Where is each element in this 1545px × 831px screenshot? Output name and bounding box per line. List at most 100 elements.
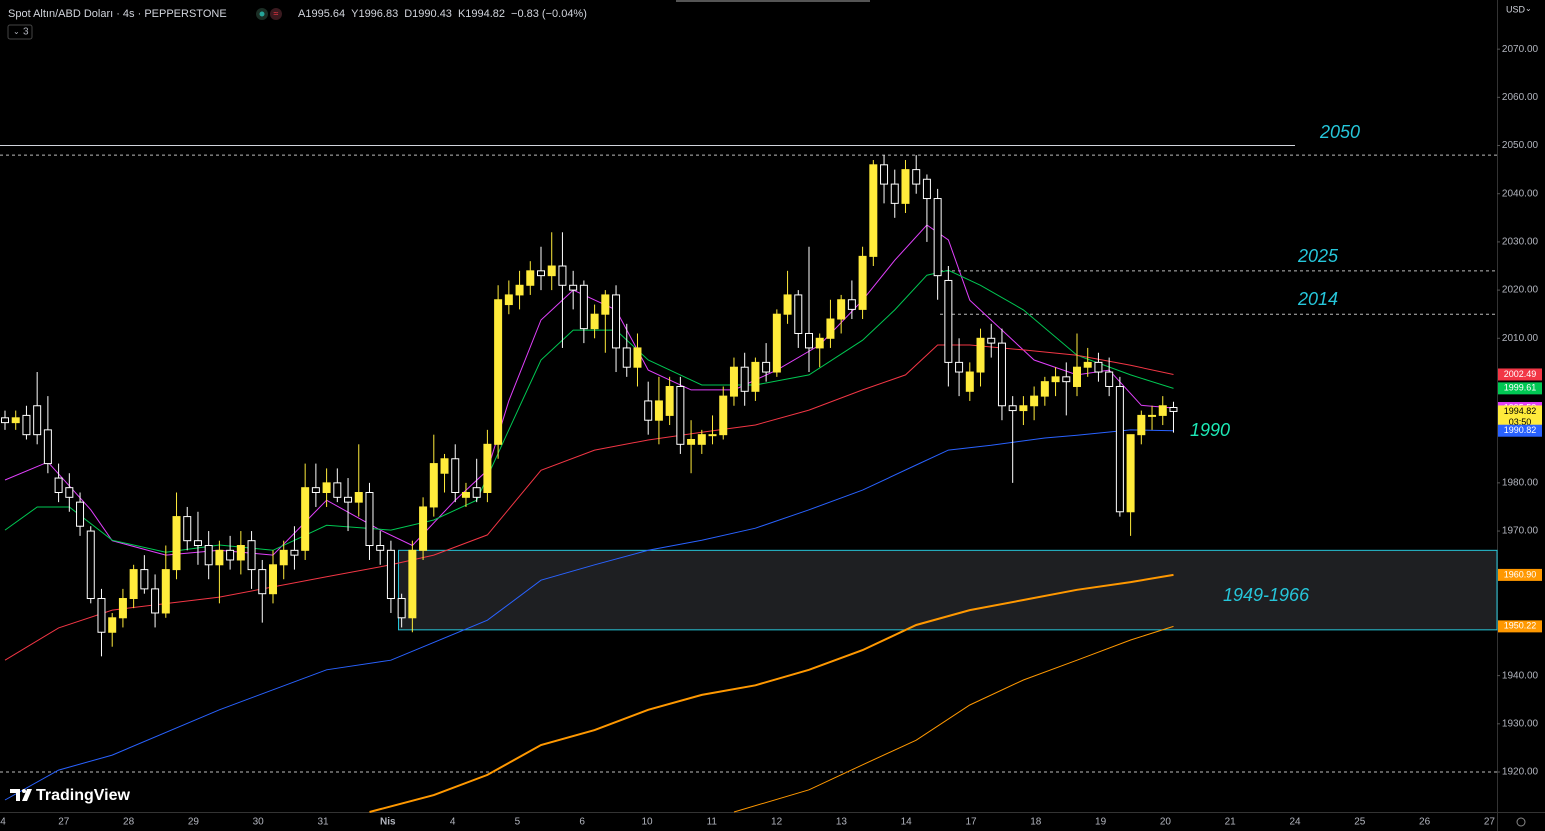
- candle-body: [333, 482, 342, 498]
- candle-body: [826, 318, 835, 339]
- y-tick-label: 2070.00: [1502, 44, 1539, 55]
- candle-body: [912, 169, 921, 185]
- candle-body: [33, 405, 42, 436]
- annotation: 1949-1966: [1223, 585, 1310, 605]
- moving-average: [369, 573, 1174, 813]
- candle-body: [1083, 361, 1092, 368]
- currency[interactable]: USD: [1506, 4, 1526, 14]
- last-value-label: 2002.49: [1504, 369, 1537, 379]
- last-value-badge: [1498, 368, 1542, 381]
- candle-body: [719, 395, 728, 436]
- candle-body: [901, 169, 910, 204]
- candle-body: [344, 496, 353, 503]
- candle-body: [772, 313, 781, 373]
- x-tick-label: 19: [1095, 817, 1107, 828]
- candle-body: [633, 347, 642, 368]
- candle-body: [805, 332, 813, 349]
- candle-body: [494, 299, 503, 445]
- y-tick-label: 2040.00: [1502, 188, 1539, 199]
- status-symbol: ≈: [274, 8, 279, 18]
- x-tick-label: 26: [1419, 817, 1431, 828]
- candle-body: [301, 487, 310, 551]
- annotation: 2014: [1297, 289, 1338, 309]
- y-tick-label: 1980.00: [1502, 478, 1539, 489]
- candle-body: [86, 530, 95, 600]
- status-dot: [259, 11, 265, 17]
- candle-body: [965, 371, 974, 392]
- candle-body: [397, 598, 406, 619]
- y-tick-label: 2020.00: [1502, 285, 1539, 296]
- candle-body: [311, 487, 320, 494]
- candle-body: [547, 265, 556, 277]
- candle-body: [869, 164, 878, 257]
- ohlc-value: Y1996.83: [351, 8, 398, 20]
- candle-body: [1094, 361, 1103, 373]
- x-tick-label: 6: [579, 817, 585, 828]
- candle-body: [665, 385, 674, 416]
- candle-body: [537, 270, 545, 277]
- x-tick-label: 25: [1354, 817, 1366, 828]
- candle-body: [183, 516, 192, 542]
- candle-body: [43, 429, 52, 465]
- x-tick-label: 13: [836, 817, 848, 828]
- y-tick-label: 2050.00: [1502, 140, 1539, 151]
- last-value-label: 1999.61: [1504, 383, 1537, 393]
- logo-icon: [10, 789, 32, 801]
- candle-body: [504, 294, 513, 306]
- candle-body: [1040, 381, 1049, 397]
- candle-body: [236, 545, 245, 561]
- candle-body: [933, 198, 942, 277]
- indicator-toggle[interactable]: [7, 24, 33, 40]
- candle-body: [644, 400, 653, 421]
- logo-text: TradingView: [36, 787, 131, 804]
- candle-body: [108, 617, 117, 633]
- x-tick-label: 17: [965, 817, 977, 828]
- x-tick-label: 14: [901, 817, 913, 828]
- y-tick-label: 2010.00: [1502, 333, 1539, 344]
- y-tick-label: 1920.00: [1502, 767, 1539, 778]
- logo-icon: [22, 789, 26, 793]
- x-tick-label: 10: [641, 817, 653, 828]
- candle-body: [1126, 434, 1135, 513]
- candle-body: [161, 569, 170, 614]
- y-tick-label: 2060.00: [1502, 92, 1539, 103]
- candle-body: [590, 313, 599, 330]
- candle-body: [386, 549, 395, 600]
- candle-body: [612, 294, 621, 349]
- candle-body: [890, 183, 899, 204]
- status-icon[interactable]: [270, 8, 282, 20]
- x-tick-label: 4: [450, 817, 456, 828]
- candle-body: [376, 545, 385, 551]
- candle-body: [955, 361, 964, 373]
- last-value-badge: [1498, 568, 1542, 581]
- candle-body: [987, 337, 996, 344]
- annotation: 2025: [1297, 246, 1339, 266]
- candle-body: [151, 588, 160, 614]
- candle-body: [526, 270, 535, 286]
- y-tick-label: 1930.00: [1502, 718, 1539, 729]
- candle-body: [687, 438, 696, 445]
- top-handle: [676, 0, 870, 2]
- candle-body: [322, 482, 331, 494]
- settings-icon[interactable]: [1516, 817, 1526, 827]
- ohlc-value: −0.83 (−0.04%): [511, 8, 587, 20]
- y-tick-label: 1940.00: [1502, 670, 1539, 681]
- candle-body: [622, 347, 631, 368]
- plot-area: [0, 145, 1498, 813]
- candle-body: [944, 279, 953, 363]
- x-tick-label: 20: [1160, 817, 1172, 828]
- annotation: 1990: [1190, 420, 1230, 440]
- candle-body: [976, 337, 985, 373]
- candle-body: [601, 294, 610, 315]
- candle-body: [1, 417, 9, 424]
- x-tick-label: 24: [1289, 817, 1301, 828]
- x-tick-label: 4: [0, 817, 6, 828]
- candle-body: [22, 414, 31, 436]
- candle-body: [762, 361, 771, 373]
- ohlc-value: D1990.43: [404, 8, 452, 20]
- candle-body: [65, 487, 74, 498]
- symbol-title: Spot Altın/ABD Doları · 4s · PEPPERSTONE: [8, 8, 227, 20]
- last-value-badge: [1498, 424, 1542, 437]
- candle-body: [837, 299, 846, 320]
- last-value-label: 1994.82: [1504, 406, 1537, 416]
